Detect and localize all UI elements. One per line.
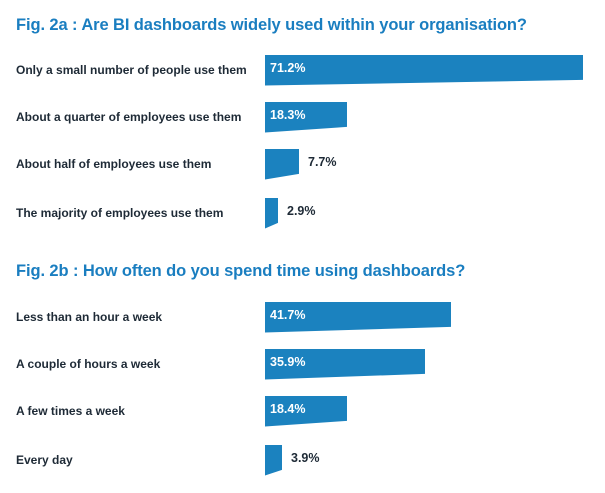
category-label: A few times a week xyxy=(16,404,125,418)
bar-b-4 xyxy=(265,444,282,476)
chart-title-2a: Fig. 2a : Are BI dashboards widely used … xyxy=(16,16,527,34)
bar-b-3 xyxy=(265,395,347,427)
bar-b-2 xyxy=(265,348,425,380)
category-label: About half of employees use them xyxy=(16,157,212,171)
value-label: 35.9% xyxy=(270,355,306,369)
category-label: The majority of employees use them xyxy=(16,206,224,220)
bar-a-3 xyxy=(265,148,299,180)
category-label: Every day xyxy=(16,453,73,467)
category-label: Less than an hour a week xyxy=(16,310,163,324)
category-label: A couple of hours a week xyxy=(16,357,161,371)
category-label: About a quarter of employees use them xyxy=(16,110,242,124)
value-label: 7.7% xyxy=(308,155,337,169)
bar-a-2 xyxy=(265,101,347,133)
bar-a-4 xyxy=(265,197,278,229)
value-label: 18.3% xyxy=(270,108,306,122)
category-label: Only a small number of people use them xyxy=(16,63,247,77)
value-label: 3.9% xyxy=(291,451,320,465)
bar-b-1 xyxy=(265,301,451,333)
value-label: 41.7% xyxy=(270,308,306,322)
value-label: 71.2% xyxy=(270,61,306,75)
bar-a-1 xyxy=(265,54,583,86)
value-label: 18.4% xyxy=(270,402,306,416)
value-label: 2.9% xyxy=(287,204,316,218)
chart-title-2b: Fig. 2b : How often do you spend time us… xyxy=(16,262,466,280)
